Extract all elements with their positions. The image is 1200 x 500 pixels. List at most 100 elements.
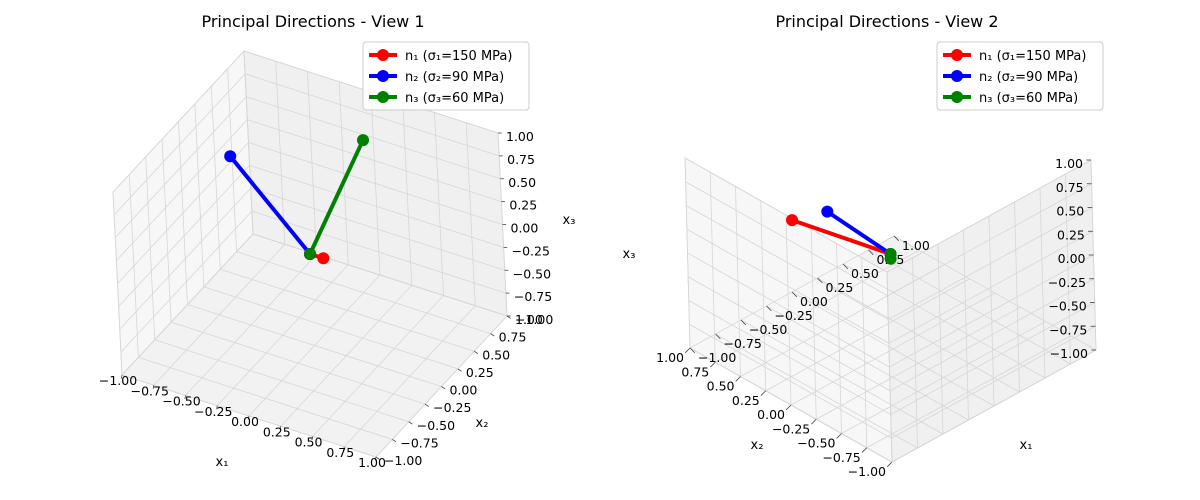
grid-lines <box>112 50 508 458</box>
grid-line <box>868 249 1071 365</box>
tick-mark <box>785 404 792 411</box>
data-series <box>786 205 897 265</box>
tick-mark <box>791 291 798 298</box>
z-tick-label: 1.00 <box>506 129 534 144</box>
legend-entry-n2: n₂ (σ₂=90 MPa) <box>369 70 504 85</box>
x-tick-label: 0.50 <box>851 266 879 281</box>
z-tick-label: −0.50 <box>1048 299 1086 314</box>
grid-line <box>684 157 691 349</box>
x-tick-label: −0.25 <box>194 404 232 419</box>
grid-line <box>684 157 888 273</box>
z-tick-label: 0.25 <box>509 198 537 213</box>
z-tick-label: 0.00 <box>1058 251 1086 266</box>
legend-marker <box>377 70 389 82</box>
series-marker-n2-end <box>821 205 834 218</box>
series-marker-n3-origin <box>304 248 316 260</box>
z-tick-label: 0.75 <box>507 152 535 167</box>
grid-line <box>280 284 413 427</box>
grid-line <box>760 200 767 391</box>
y-tick-label: −1.00 <box>384 453 422 468</box>
x-tick-label: −1.00 <box>99 373 137 388</box>
x-tick-label: −0.75 <box>724 336 762 351</box>
x-tick-label: −0.50 <box>162 394 200 409</box>
grid-line <box>114 96 247 239</box>
tick-mark <box>392 439 397 443</box>
legend-label: n₁ (σ₁=150 MPa) <box>979 49 1086 64</box>
tick-mark <box>886 461 893 468</box>
x-tick-label: −0.25 <box>775 308 813 323</box>
grid-line <box>247 119 502 203</box>
legend: n₁ (σ₁=150 MPa) n₂ (σ₂=90 MPa) n₃ (σ₃=60… <box>362 41 530 111</box>
tick-mark <box>710 361 716 368</box>
y-tick-label: −0.75 <box>400 435 438 450</box>
series-marker-n3-origin <box>884 248 897 260</box>
legend-marker <box>951 91 963 103</box>
z-axis-label: x₃ <box>563 213 576 228</box>
grid-line <box>887 183 1092 297</box>
grid-line <box>248 142 503 225</box>
grid-line <box>194 103 205 287</box>
grid-line <box>735 186 741 377</box>
tick-mark <box>343 446 345 451</box>
tick-mark <box>408 421 413 425</box>
series-marker-n1-end <box>786 214 799 227</box>
grid-line <box>886 159 1092 273</box>
z-tick-label: −0.75 <box>514 289 552 304</box>
tick-mark <box>868 249 874 256</box>
z-tick-label: −0.75 <box>1049 322 1087 337</box>
tick-mark <box>760 390 767 396</box>
legend-marker <box>377 49 389 61</box>
grid-line <box>715 249 920 363</box>
grid-line <box>888 207 1093 320</box>
legend-frame <box>936 41 1104 111</box>
y-axis-label: x₂ <box>476 416 489 431</box>
legend-entry-n2: n₂ (σ₂=90 MPa) <box>943 70 1078 85</box>
grid-line <box>236 251 491 335</box>
chart-panel-view-2: Principal Directions - View 2 −1.00−0.75… <box>623 12 1104 479</box>
grid-line <box>687 252 890 368</box>
y-tick-label: −0.25 <box>433 400 471 415</box>
axis-labels: x₁ x₂ x₃ <box>216 213 576 470</box>
x-tick-label: −1.00 <box>698 350 736 365</box>
tick-mark <box>457 368 462 372</box>
grid-line <box>842 263 1046 379</box>
y-tick-label: 0.75 <box>681 364 709 379</box>
grid-line <box>220 268 475 352</box>
y-tick-label: 0.25 <box>466 365 494 380</box>
x-tick-label: 0.00 <box>231 414 259 429</box>
legend: n₁ (σ₁=150 MPa) n₂ (σ₂=90 MPa) n₃ (σ₃=60… <box>936 41 1104 111</box>
grid-line <box>685 181 888 297</box>
y-tick-label: −1.00 <box>848 464 886 479</box>
series-line-n3 <box>308 138 366 256</box>
tick-mark <box>740 319 747 326</box>
y-tick-label: 0.50 <box>707 379 735 394</box>
tick-mark <box>715 333 721 340</box>
legend-entry-n1: n₁ (σ₁=150 MPa) <box>943 49 1086 64</box>
chart-title: Principal Directions - View 1 <box>201 12 424 31</box>
tick-mark <box>248 415 250 420</box>
z-tick-label: −0.25 <box>1048 275 1086 290</box>
z-tick-label: −1.00 <box>515 312 553 327</box>
grid-line <box>112 50 245 193</box>
grid-line <box>434 112 444 296</box>
tick-mark <box>684 347 691 354</box>
x-tick-label: 0.50 <box>295 435 323 450</box>
grid-line <box>343 305 476 448</box>
grid-line <box>893 235 1097 351</box>
series-line-n2 <box>228 154 312 256</box>
tick-mark <box>424 403 429 407</box>
grid-line <box>203 286 458 370</box>
series-marker-n1-end <box>317 252 330 265</box>
tick-mark <box>375 456 380 460</box>
series-marker-n2-end <box>224 150 237 163</box>
z-tick-label: −0.25 <box>512 243 550 258</box>
legend-entry-n1: n₁ (σ₁=150 MPa) <box>369 49 512 64</box>
x-tick-label: 1.00 <box>902 238 930 253</box>
tick-mark <box>817 277 823 284</box>
z-tick-label: 0.75 <box>1056 180 1084 195</box>
grid-line <box>187 304 442 387</box>
tick-mark <box>279 426 282 430</box>
tick-mark <box>311 436 313 441</box>
y-tick-label: −0.50 <box>417 418 455 433</box>
